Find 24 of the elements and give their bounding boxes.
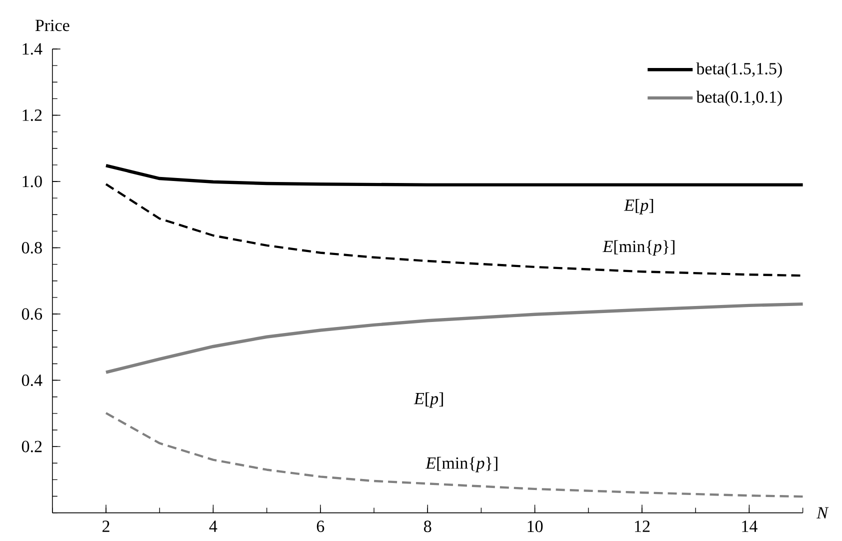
annotation: E[min{p}]: [425, 456, 498, 472]
y-tick-label: 1.0: [22, 176, 42, 188]
y-tick-label: 1.2: [22, 110, 42, 121]
y-tick-label: 1.4: [22, 43, 42, 55]
x-tick-label: 12: [635, 520, 650, 532]
line-series: [104, 412, 804, 498]
y-tick-label: 0.6: [22, 308, 42, 320]
legend-label: beta(1.5,1.5): [696, 62, 782, 78]
y-tick-label: 0.2: [22, 440, 42, 452]
legend-label: beta(0.1,0.1): [696, 90, 782, 106]
y-tick-label: 0.8: [22, 242, 42, 254]
x-tick-label: 8: [424, 520, 432, 532]
y-axis-title: Price: [35, 20, 70, 32]
annotation: E[min{p}]: [602, 240, 674, 256]
y-tick-label: 0.4: [22, 374, 42, 386]
x-tick-label: 6: [316, 520, 324, 532]
x-tick-label: 10: [528, 520, 543, 532]
annotation: E[p]: [624, 198, 654, 214]
line-series: [104, 302, 804, 374]
x-tick-label: 14: [742, 520, 758, 532]
x-tick-label: 2: [102, 520, 110, 532]
annotation: E[p]: [414, 392, 443, 408]
x-tick-label: 4: [209, 520, 218, 532]
x-axis-title: N: [816, 507, 829, 518]
